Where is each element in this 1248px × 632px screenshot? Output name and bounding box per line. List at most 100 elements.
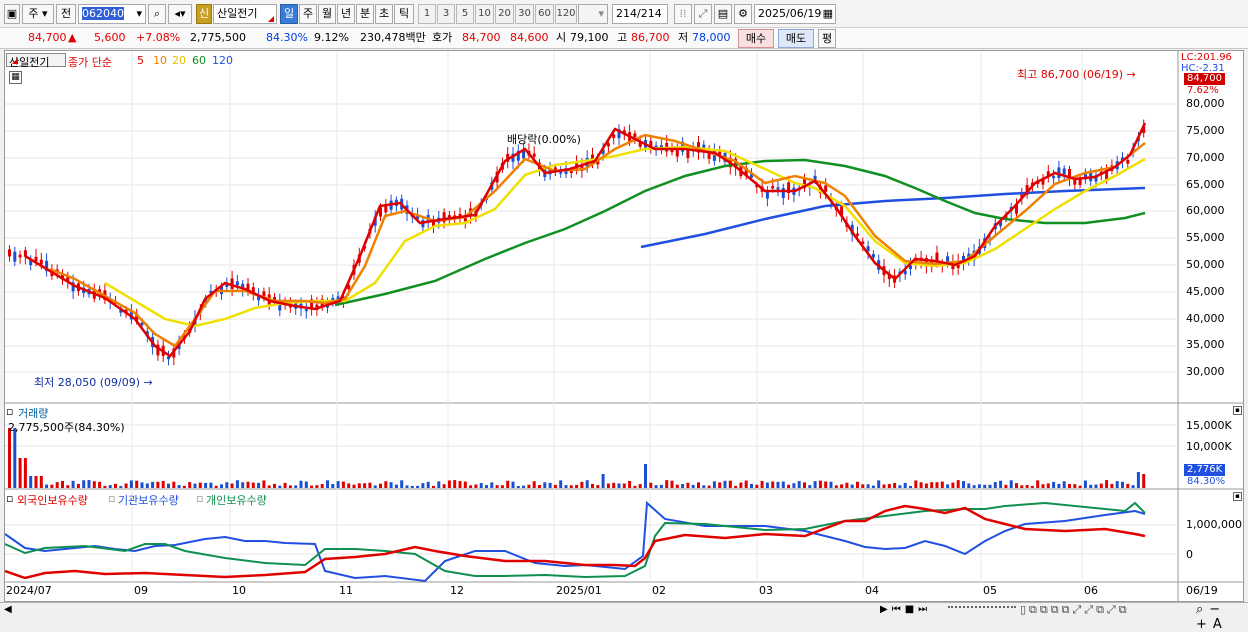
period-second[interactable]: 초 [375,4,393,24]
candle-body [569,170,573,174]
candle-body [1025,184,1029,195]
x-tick: 05 [983,584,997,597]
evaluate-button[interactable]: 평 [818,29,836,48]
volume-bar [691,484,695,488]
volume-bar [326,480,329,488]
date-input[interactable]: 2025/06/19 ▦ [754,4,836,24]
candle-body [453,215,457,218]
period-minute[interactable]: 분 [356,4,374,24]
volume-bar [458,481,462,488]
interval-30[interactable]: 30 [515,4,534,24]
panel-close-icon[interactable]: ▪ [1233,492,1242,501]
price-change-pct: +7.08% [136,31,181,44]
panel-close-icon[interactable]: ▪ [1233,406,1242,415]
drawing-tools[interactable]: ▯⧉⧉⧉⧉⤢⤢⧉⤢⧉ [1020,603,1130,616]
volume-bar [331,484,335,488]
candle-body [384,204,388,213]
volume-bar [140,482,144,488]
interval-120[interactable]: 120 [555,4,577,24]
gear-icon[interactable]: ⚙ [734,4,752,24]
window-menu-icon[interactable]: ▣ [4,4,20,24]
market-dropdown[interactable]: 주 ▾ [22,4,54,24]
volume-bar [575,484,579,488]
interval-5[interactable]: 5 [456,4,474,24]
candle-body [765,191,769,199]
y-tick: 40,000 [1186,312,1225,325]
candle-body [1057,167,1061,179]
volume-bar [294,485,298,488]
volume-bar [92,481,96,488]
sell-button[interactable]: 매도 [778,29,814,48]
sound-icon[interactable]: ◂▾ [168,4,192,24]
period-week[interactable]: 주 [299,4,317,24]
candle-body [638,142,642,147]
interval-1[interactable]: 1 [418,4,436,24]
interval-20[interactable]: 20 [495,4,514,24]
y-tick: 75,000 [1186,124,1225,137]
period-day[interactable]: 일 [280,4,298,24]
volume-bar [18,458,22,488]
volume-bar [442,484,446,488]
volume-bar [410,485,414,488]
volume-bar [1025,484,1029,488]
interval-3[interactable]: 3 [437,4,455,24]
volume-bar [315,485,319,488]
volume-bar [681,484,685,488]
zoom-controls[interactable]: ⌕−+A [1196,602,1228,632]
stock-name-tag[interactable]: 산일전기 [6,53,66,69]
holdings-y-tick: 0 [1186,548,1193,561]
candle-body [1052,176,1056,179]
buy-button[interactable]: 매수 [738,29,774,48]
candle-body [1094,175,1098,182]
period-year[interactable]: 년 [337,4,355,24]
candle-body [251,287,255,295]
count-input[interactable]: 214/214 [612,4,668,24]
scroll-left-icon[interactable]: ◀ [4,604,12,615]
volume-bar [781,481,785,488]
scroll-bar[interactable] [0,602,1248,621]
period-tick[interactable]: 틱 [394,4,414,24]
volume-bar [914,480,918,488]
stock-code-input[interactable]: 062040 ▾ [78,4,146,24]
candle-body [1062,168,1066,175]
candle-body [98,289,102,294]
table-icon[interactable]: ▦ [9,71,22,84]
zoom-fit-icon[interactable]: ⤢ [694,4,712,24]
main-toolbar: ▣ 주 ▾ 전 062040 ▾ ⌕ ◂▾ 신 산일전기 일 주 월 년 분 초 … [0,0,1248,28]
interval-custom-dropdown[interactable]: ▾ [578,4,608,24]
prev-button[interactable]: 전 [56,4,76,24]
zoom-slider[interactable] [948,606,1016,614]
volume-bar [744,480,748,488]
volume-bar [161,481,165,488]
candle-body [66,275,70,282]
x-tick-current: 06/19 [1186,584,1218,597]
interval-60[interactable]: 60 [535,4,554,24]
chart-canvas[interactable] [5,51,1243,601]
volume-bar [665,480,669,488]
search-icon[interactable]: ⌕ [148,4,166,24]
volume-bar [50,484,54,488]
volume-bar [1126,483,1130,488]
grid-icon[interactable]: ⁞⁞ [674,4,692,24]
hc-label: HC:-2.31 [1181,63,1225,74]
period-month[interactable]: 월 [318,4,336,24]
playback-controls[interactable]: ▶⏮■⏭ [880,604,932,615]
candle-body [670,149,674,153]
volume-bar [368,482,372,488]
volume-bar [750,483,753,488]
save-icon[interactable]: ▤ [714,4,732,24]
volume-bar [1009,480,1013,488]
candle-body [803,178,806,189]
volume-title: 거래량 [18,407,49,420]
volume-bar [432,485,435,488]
volume-bar [198,482,202,488]
volume-bar [1094,484,1098,488]
volume-bar [850,484,854,488]
ma-legend-title: 종가 단순 [68,56,112,69]
candle-body [140,322,144,326]
volume-bar [283,482,287,488]
volume-bar [273,483,276,488]
interval-10[interactable]: 10 [475,4,494,24]
stock-name-field[interactable]: 산일전기 [213,4,277,24]
chart-area[interactable] [4,50,1244,602]
